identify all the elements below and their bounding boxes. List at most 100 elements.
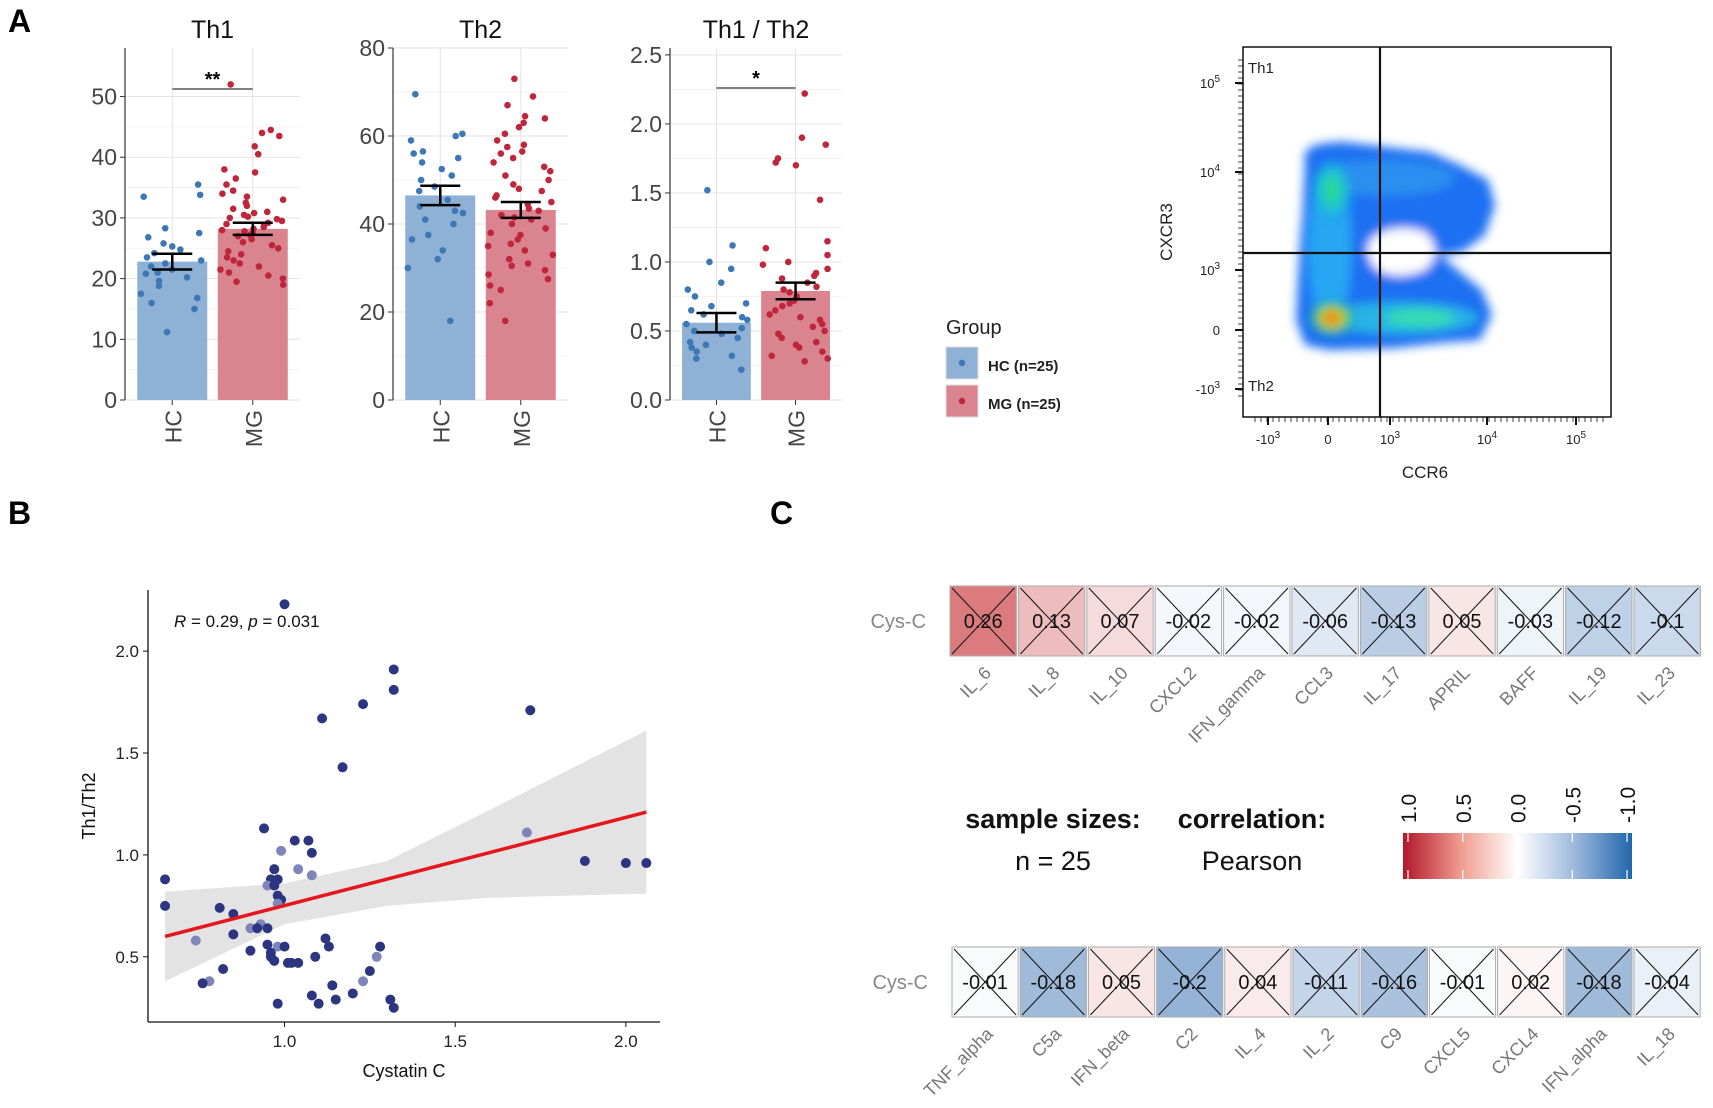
data-point-mg <box>546 167 554 175</box>
data-point-mg <box>529 93 537 100</box>
density-hotspot <box>1306 298 1358 338</box>
data-point-hc <box>744 316 751 324</box>
scatter-y-tick-label: 1.5 <box>115 744 139 763</box>
bar-hc <box>405 195 476 400</box>
data-point-mg <box>549 251 557 259</box>
data-point-hc <box>691 327 698 335</box>
scatter-point <box>337 762 348 773</box>
data-point-mg <box>778 275 786 282</box>
data-point-mg <box>813 283 820 291</box>
density-contours <box>1296 142 1495 350</box>
error-bar-mg <box>232 221 273 237</box>
legend-key-hc-dot <box>958 359 966 367</box>
colorbar: 1.0 0.5 0.0 -0.5 -1.0 <box>1398 787 1640 879</box>
data-point-hc <box>686 338 694 346</box>
scatter-point <box>289 835 300 846</box>
data-point-mg <box>535 207 542 215</box>
colorbar-tick-label: 0.5 <box>1453 794 1476 823</box>
data-point-mg <box>505 255 513 263</box>
x-tick-label: HC <box>428 410 454 443</box>
data-point-mg <box>267 126 275 134</box>
sample-sizes-value: n = 25 <box>1015 846 1091 876</box>
heatmap-column-label: IL_10 <box>1086 663 1133 710</box>
y-tick-label: 0 <box>372 387 385 413</box>
heatmap-cell-value: -0.2 <box>1172 972 1206 994</box>
data-point-hc <box>143 254 151 261</box>
colorbar-tick-label: 1.0 <box>1398 794 1421 823</box>
heatmap-cell: 0.07 <box>1086 585 1154 657</box>
heatmap-cross-line <box>1020 587 1084 655</box>
legend-key-mg-dot <box>958 397 966 405</box>
scatter-point <box>245 945 256 956</box>
error-bar-mg <box>500 200 541 220</box>
heatmap-cross-line <box>1499 948 1563 1016</box>
data-point-mg <box>509 154 517 162</box>
data-point-mg <box>518 148 526 155</box>
heatmap-cell-value: -0.01 <box>1440 972 1486 994</box>
data-point-mg <box>514 236 522 243</box>
flow-y-tick-label: 103 <box>1200 261 1220 278</box>
data-point-hc <box>168 243 176 250</box>
data-point-mg <box>501 317 509 325</box>
scatter-point <box>371 951 382 962</box>
y-tick-label: 50 <box>91 84 117 110</box>
scatter-point <box>269 864 280 875</box>
heatmap-cell-value: -0.18 <box>1576 972 1622 994</box>
data-point-mg <box>229 187 237 194</box>
data-point-mg <box>279 281 287 288</box>
scatter-point <box>320 933 331 944</box>
data-point-hc <box>683 320 690 328</box>
bar-chart-title: Th1 / Th2 <box>703 16 810 44</box>
heatmap-cross-line <box>1362 587 1426 655</box>
heatmap-column-label: TNF_alpha <box>920 1023 999 1102</box>
data-point-mg <box>515 123 523 131</box>
data-point-mg <box>241 227 248 235</box>
scatter-point <box>214 902 225 913</box>
data-point-mg <box>542 225 549 232</box>
heatmap-cell-value: -0.18 <box>1031 972 1077 994</box>
data-point-mg <box>279 196 287 204</box>
y-tick-label: 40 <box>91 144 117 170</box>
data-point-hc <box>729 242 736 249</box>
data-point-hc <box>195 229 203 237</box>
data-point-mg <box>818 320 826 328</box>
data-point-hc <box>684 286 692 293</box>
data-point-hc <box>142 270 150 278</box>
heatmap-cell: -0.13 <box>1359 585 1428 657</box>
heatmap-cell-value: -0.04 <box>1644 972 1690 994</box>
scatter-point <box>160 874 171 885</box>
data-point-mg <box>223 254 231 261</box>
flow-x-tick-label: 103 <box>1380 430 1400 447</box>
data-point-mg <box>278 217 286 225</box>
data-point-hc <box>738 313 746 321</box>
scatter-point <box>375 941 386 952</box>
x-tick-label: MG <box>509 410 535 447</box>
scatter-point <box>388 684 399 695</box>
data-point-hc <box>459 130 466 138</box>
scatter-point <box>385 994 396 1005</box>
error-bar-hc <box>420 184 461 207</box>
bar-chart-title: Th1 <box>191 16 234 44</box>
scatter-point <box>347 988 358 999</box>
legend-label-hc: HC (n=25) <box>988 358 1058 375</box>
data-point-mg <box>492 194 499 201</box>
data-point-hc <box>742 300 750 307</box>
bar-chart-1: 0 10 20 30 40 50 Th1 HC MG ** <box>91 16 300 447</box>
data-point-hc <box>197 257 205 264</box>
heatmap-cell: -0.01 <box>951 946 1019 1018</box>
y-tick-label: 1.0 <box>630 249 662 275</box>
data-point-mg <box>237 251 245 258</box>
data-point-hc <box>177 246 184 253</box>
data-point-mg <box>239 238 247 246</box>
data-point-hc <box>688 344 695 351</box>
legend-label-mg: MG (n=25) <box>988 396 1061 413</box>
flow-x-tick-label: -103 <box>1256 430 1281 447</box>
heatmap-cross-line <box>1430 587 1494 655</box>
data-point-hc <box>408 236 416 243</box>
data-point-mg <box>487 229 494 237</box>
data-point-hc <box>419 148 427 155</box>
scatter-x-label: Cystatin C <box>362 1061 445 1081</box>
data-point-mg <box>772 306 779 314</box>
data-point-hc <box>421 216 429 223</box>
